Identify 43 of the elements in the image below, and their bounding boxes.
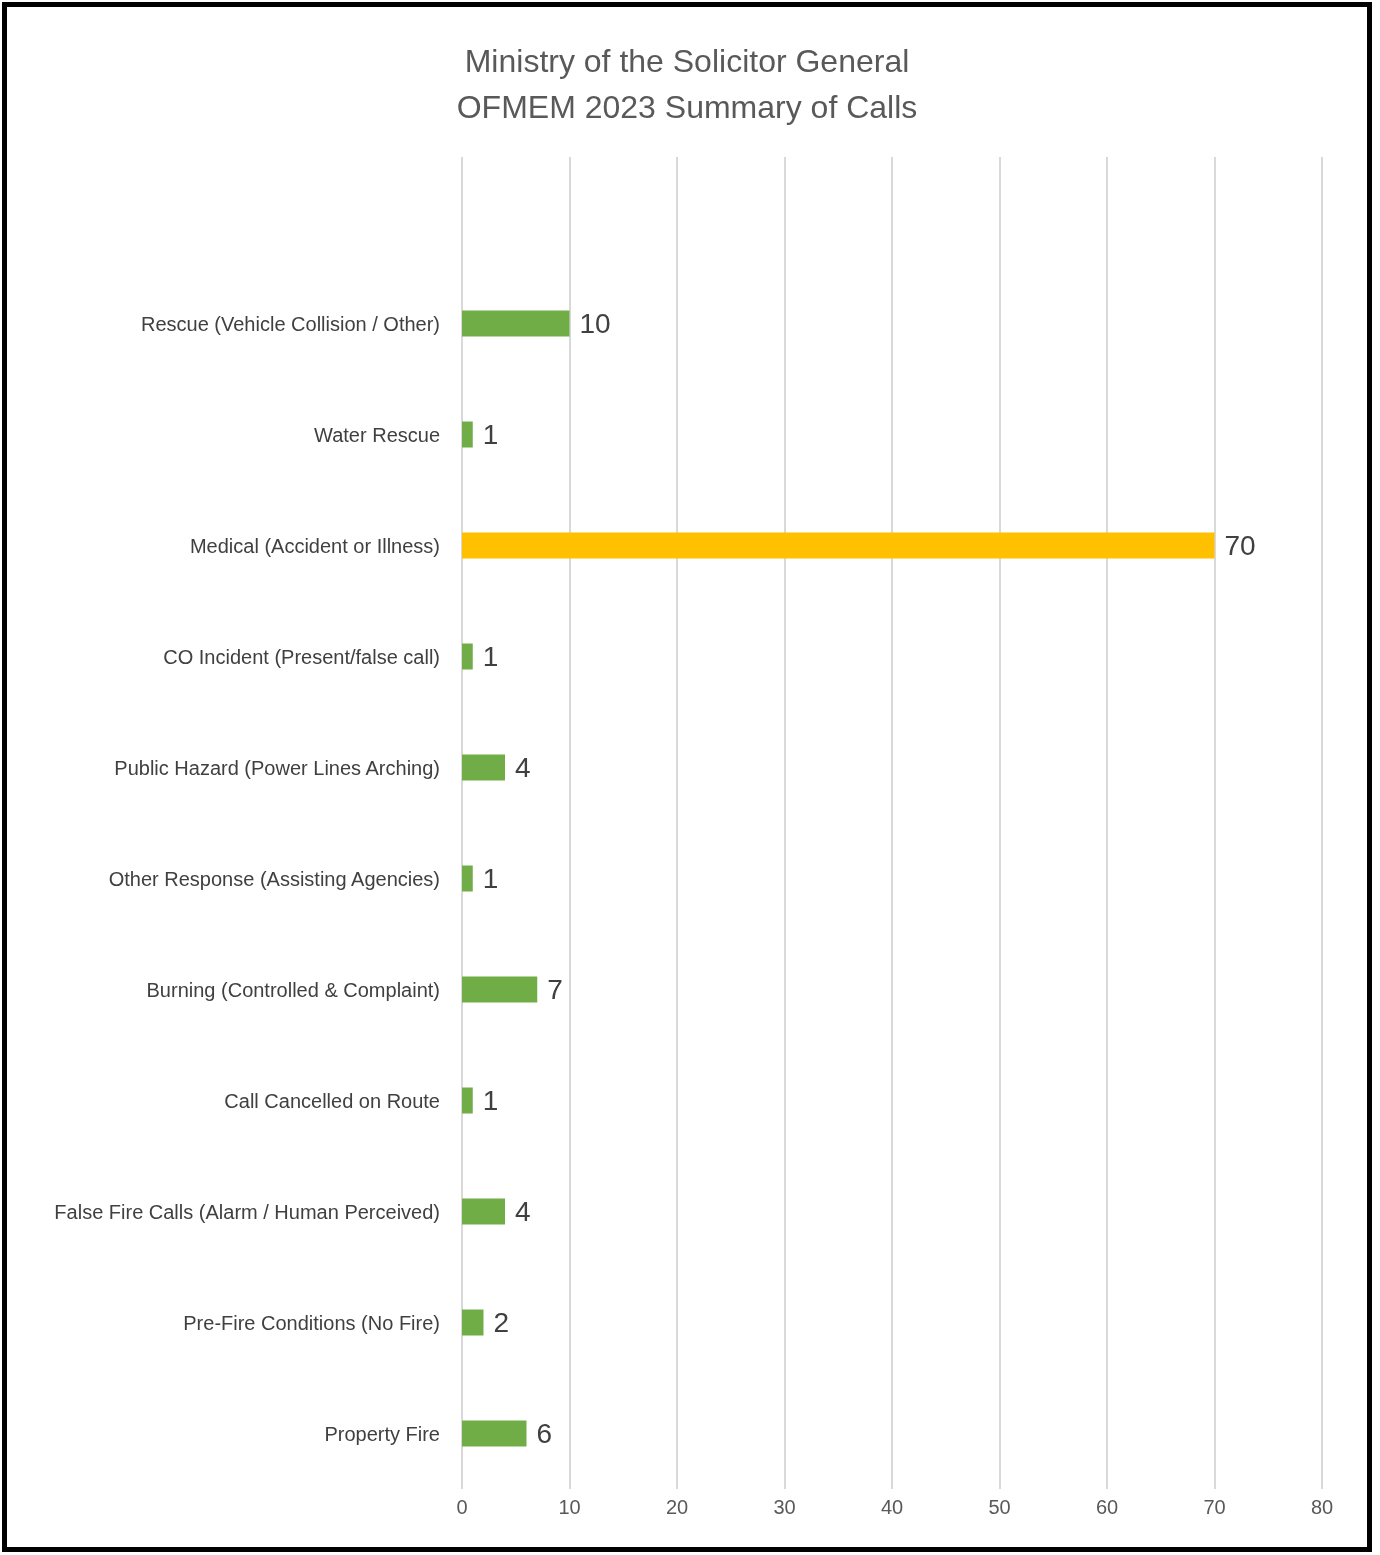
- bar: [462, 865, 473, 892]
- data-label: 6: [536, 1418, 553, 1449]
- y-tick-label: CO Incident (Present/false call): [163, 645, 440, 668]
- y-tick-label: Pre-Fire Conditions (No Fire): [183, 1311, 440, 1334]
- bar: [462, 310, 570, 337]
- data-label: 10: [579, 308, 611, 339]
- y-tick-label: False Fire Calls (Alarm / Human Perceived): [54, 1200, 440, 1223]
- data-label: 2: [493, 1307, 510, 1338]
- x-tick-label: 30: [773, 1496, 796, 1518]
- y-tick-label: Rescue (Vehicle Collision / Other): [140, 312, 440, 335]
- bar: [462, 1198, 505, 1225]
- data-label: 1: [482, 641, 499, 672]
- y-tick-label: Call Cancelled on Route: [224, 1089, 440, 1112]
- x-tick-label: 40: [880, 1496, 904, 1518]
- bar: [462, 532, 1215, 559]
- data-label: 7: [547, 974, 563, 1005]
- x-tick-label: 50: [988, 1496, 1011, 1518]
- bar: [462, 421, 473, 448]
- bar: [462, 1309, 484, 1336]
- data-label: 1: [482, 419, 499, 450]
- x-tick-label: 60: [1095, 1496, 1119, 1518]
- data-label: 4: [515, 1196, 531, 1227]
- x-tick-label: 80: [1310, 1496, 1334, 1518]
- data-label: 1: [482, 863, 499, 894]
- bar: [462, 1087, 473, 1114]
- x-tick-label: 0: [456, 1496, 468, 1518]
- y-tick-label: Water Rescue: [314, 423, 440, 446]
- chart-title: Ministry of the Solicitor General OFMEM 2023 Summary of Calls: [456, 43, 918, 125]
- bar: [462, 643, 473, 670]
- x-tick-label: 20: [665, 1496, 689, 1518]
- bar: [462, 1420, 527, 1447]
- y-tick-label: Other Response (Assisting Agencies): [108, 867, 440, 890]
- bar: [462, 754, 505, 781]
- y-tick-label: Property Fire: [324, 1422, 440, 1445]
- bar: [462, 976, 538, 1003]
- y-tick-label: Medical (Accident or Illness): [189, 534, 440, 557]
- data-label: 1: [482, 1085, 499, 1116]
- x-tick-label: 10: [558, 1496, 581, 1518]
- y-tick-label: Public Hazard (Power Lines Arching): [114, 756, 440, 779]
- data-label: 4: [515, 752, 531, 783]
- data-label: 70: [1224, 530, 1256, 561]
- y-tick-label: Burning (Controlled & Complaint): [146, 978, 440, 1001]
- x-tick-label: 70: [1203, 1496, 1226, 1518]
